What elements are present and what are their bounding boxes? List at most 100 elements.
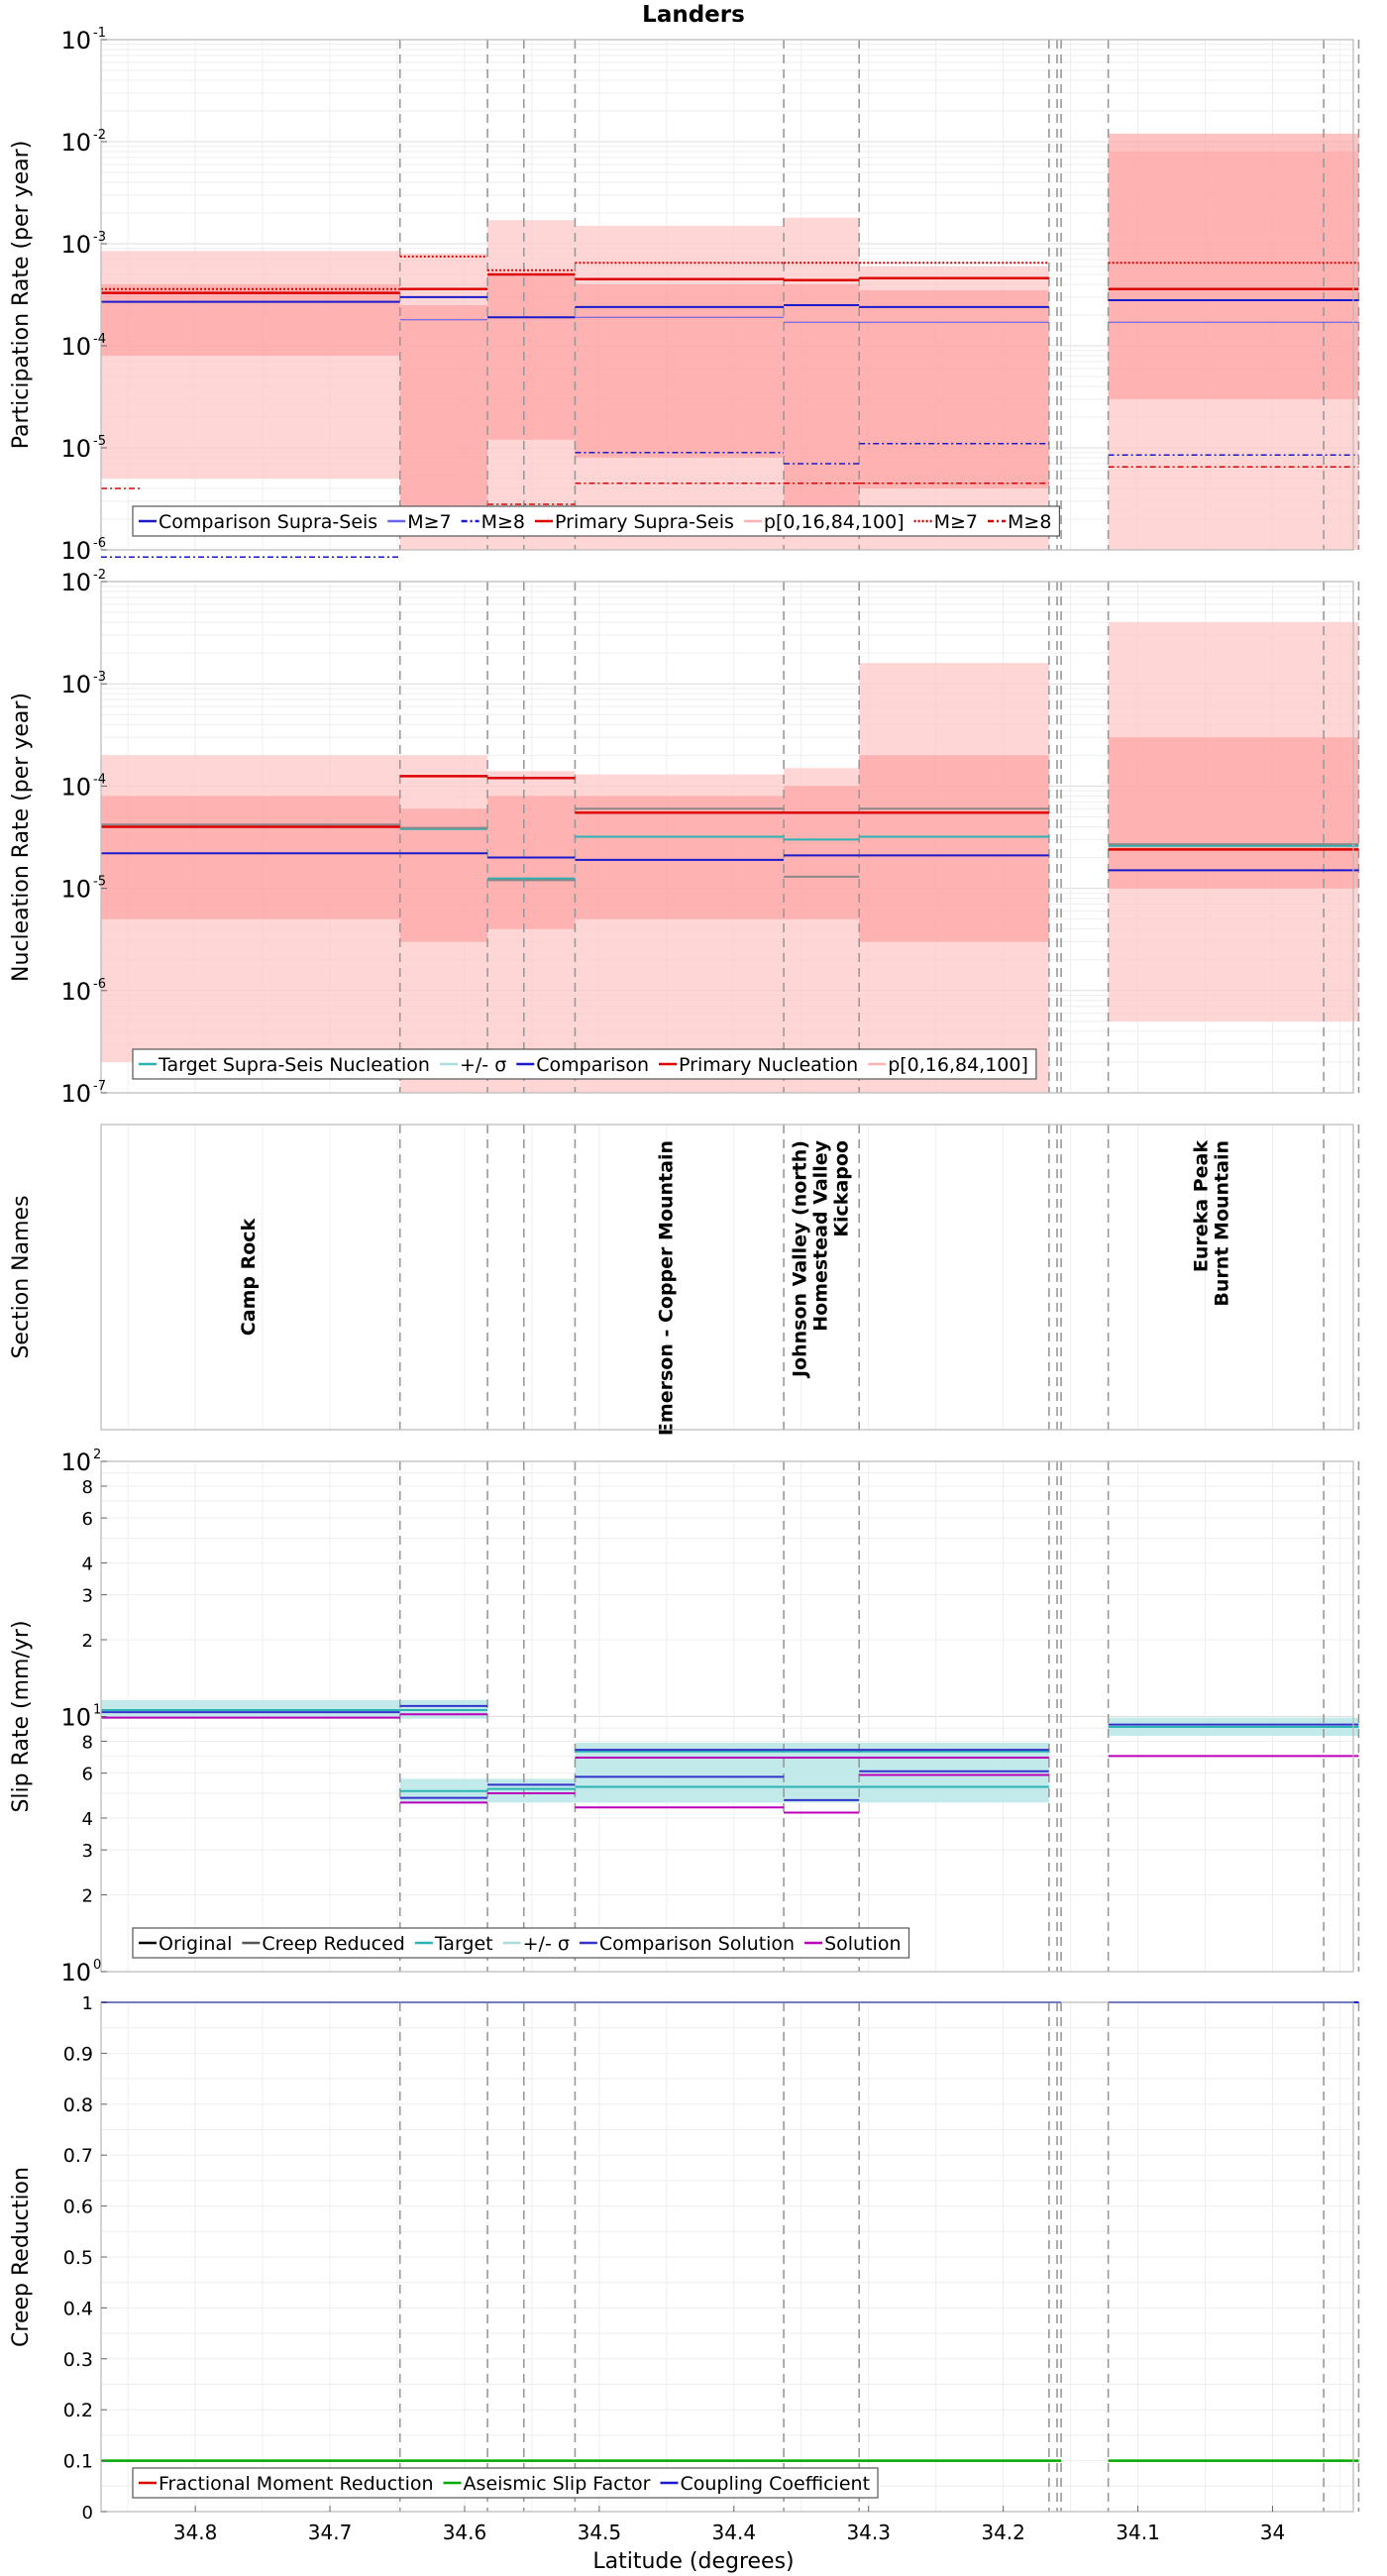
- participation-y-tick-exponent: -3: [93, 230, 106, 245]
- participation-y-tick-exponent: -6: [93, 536, 106, 551]
- participation-y-tick-exponent: -4: [93, 332, 106, 347]
- nucleation-y-tick-label: 10: [60, 671, 91, 698]
- legend-label: p[0,16,84,100]: [888, 1054, 1028, 1076]
- participation-band-inner: [399, 305, 488, 519]
- participation-band-inner: [784, 283, 860, 510]
- nucleation-y-tick-exponent: -3: [93, 670, 106, 685]
- nucleation-y-tick-exponent: -4: [93, 772, 106, 787]
- slip-rate-y-tick-label: 4: [82, 1809, 93, 1830]
- participation-y-axis-label: Participation Rate (per year): [9, 141, 34, 450]
- legend-label: Creep Reduced: [262, 1933, 404, 1955]
- section-name-label: Kickapoo: [831, 1140, 853, 1237]
- section-names-y-axis-label: Section Names: [9, 1195, 34, 1358]
- participation-legend: Comparison Supra-Seis M≥7 M≥8 Primary Supra…: [132, 505, 1061, 537]
- legend-label: +/- σ: [460, 1054, 506, 1076]
- section-name-label: Eureka Peak: [1190, 1140, 1212, 1272]
- legend-label: Comparison Solution: [599, 1933, 795, 1955]
- creep-reduction-y-tick-label: 1: [82, 1993, 93, 2014]
- x-tick-label: 34.3: [846, 2521, 891, 2544]
- nucleation-y-tick-exponent: -6: [93, 977, 106, 992]
- section-name-label: Johnson Valley (north): [790, 1140, 811, 1379]
- section-names-plot-area: [101, 1125, 1353, 1430]
- slip-rate-y-tick-exponent: 0: [93, 1958, 101, 1973]
- section-name-label: Homestead Valley: [810, 1139, 832, 1331]
- slip-rate-y-tick-label: 6: [82, 1509, 93, 1530]
- x-tick-label: 34.1: [1116, 2521, 1160, 2544]
- legend-box: [132, 505, 1061, 537]
- x-axis-label: Latitude (degrees): [592, 2549, 794, 2574]
- x-tick-label: 34.6: [443, 2521, 487, 2544]
- participation-band-inner: [859, 289, 1049, 488]
- legend-label: Primary Supra-Seis: [555, 511, 734, 533]
- legend-label: Fractional Moment Reduction: [159, 2473, 434, 2495]
- x-tick-label: 34.4: [712, 2521, 757, 2544]
- participation-frame: [100, 39, 1354, 551]
- slip-rate-y-tick-label: 3: [82, 1586, 93, 1607]
- legend-label: Coupling Coefficient: [680, 2473, 870, 2495]
- legend-label: M≥7: [407, 511, 451, 533]
- nucleation-y-tick-label: 10: [60, 773, 91, 801]
- x-tick-label: 34: [1260, 2521, 1285, 2544]
- nucleation-frame: [100, 581, 1354, 1094]
- x-tick-label: 34.5: [578, 2521, 622, 2544]
- slip-rate-y-tick-label: 2: [82, 1631, 93, 1652]
- nucleation-y-tick-label: 10: [60, 978, 91, 1006]
- participation-band-inner: [1108, 133, 1359, 399]
- participation-y-tick-label: 10: [60, 27, 91, 54]
- creep-reduction-y-axis-label: Creep Reduction: [9, 2167, 34, 2347]
- slip-rate-y-tick-label: 4: [82, 1554, 93, 1574]
- legend-label: Comparison: [536, 1054, 649, 1076]
- participation-band-inner: [487, 274, 576, 440]
- nucleation-band-inner: [101, 796, 400, 919]
- legend-box: [132, 1927, 910, 1959]
- legend-label: M≥8: [1008, 511, 1051, 533]
- slip-rate-y-tick-label: 6: [82, 1765, 93, 1785]
- creep-reduction-y-tick-label: 0.2: [63, 2400, 93, 2421]
- legend-label: +/- σ: [523, 1933, 570, 1955]
- nucleation-y-tick-exponent: -2: [93, 568, 106, 583]
- panel-section-names: Camp Rock Emerson - Copper Mountain Johnso…: [9, 1124, 1360, 1436]
- nucleation-y-tick-exponent: -7: [93, 1079, 106, 1094]
- nucleation-band-inner: [859, 755, 1049, 942]
- slip-rate-y-tick-label: 10: [60, 1959, 91, 1986]
- creep-reduction-y-tick-label: 0.4: [63, 2298, 93, 2319]
- slip-rate-y-axis-label: Slip Rate (mm/yr): [9, 1620, 34, 1812]
- nucleation-y-axis-label: Nucleation Rate (per year): [9, 693, 34, 982]
- slip-rate-y-tick-label: 3: [82, 1841, 93, 1862]
- section-name-label: Emerson - Copper Mountain: [655, 1140, 677, 1436]
- slip-rate-y-tick-label: 10: [60, 1704, 91, 1732]
- slip-rate-y-tick-label: 10: [60, 1449, 91, 1476]
- nucleation-band-inner: [487, 796, 576, 929]
- slip-rate-sigma-band: [575, 1742, 1049, 1803]
- creep-reduction-y-tick-label: 0: [82, 2503, 93, 2523]
- participation-y-tick-exponent: -2: [93, 128, 106, 143]
- legend-box: [132, 2467, 879, 2499]
- participation-band-inner: [575, 283, 785, 458]
- section-names-frame: [100, 1124, 1354, 1431]
- slip-rate-y-tick-label: 2: [82, 1885, 93, 1906]
- participation-y-tick-label: 10: [60, 333, 91, 361]
- panel-creep-reduction: 0 0.1 0.2 0.3 0.4 0.5 0.6 0.7 0.8 0.9 1 Creep Reduc…: [9, 1993, 1360, 2544]
- creep-reduction-y-tick-label: 0.5: [63, 2247, 93, 2269]
- creep-reduction-y-tick-label: 0.6: [63, 2197, 93, 2218]
- nucleation-y-tick-exponent: -5: [93, 875, 106, 890]
- creep-reduction-y-tick-label: 0.1: [63, 2451, 93, 2473]
- legend-label: Aseismic Slip Factor: [464, 2473, 651, 2495]
- slip-rate-sigma-band: [487, 1778, 576, 1803]
- creep-reduction-y-tick-label: 0.7: [63, 2145, 93, 2167]
- legend-label: M≥7: [934, 511, 978, 533]
- creep-reduction-y-tick-label: 0.8: [63, 2094, 93, 2116]
- figure-title: Landers: [642, 2, 745, 28]
- section-name-label: Camp Rock: [238, 1218, 260, 1336]
- legend-label: Solution: [824, 1933, 901, 1955]
- slip-rate-y-tick-label: 8: [82, 1732, 93, 1753]
- nucleation-legend: Target Supra-Seis Nucleation +/- σ Compari…: [132, 1048, 1037, 1080]
- creep-reduction-legend: Fractional Moment Reduction Aseismic Slip…: [132, 2467, 879, 2499]
- section-name-label: Burnt Mountain: [1211, 1140, 1232, 1307]
- creep-reduction-y-tick-label: 0.3: [63, 2349, 93, 2371]
